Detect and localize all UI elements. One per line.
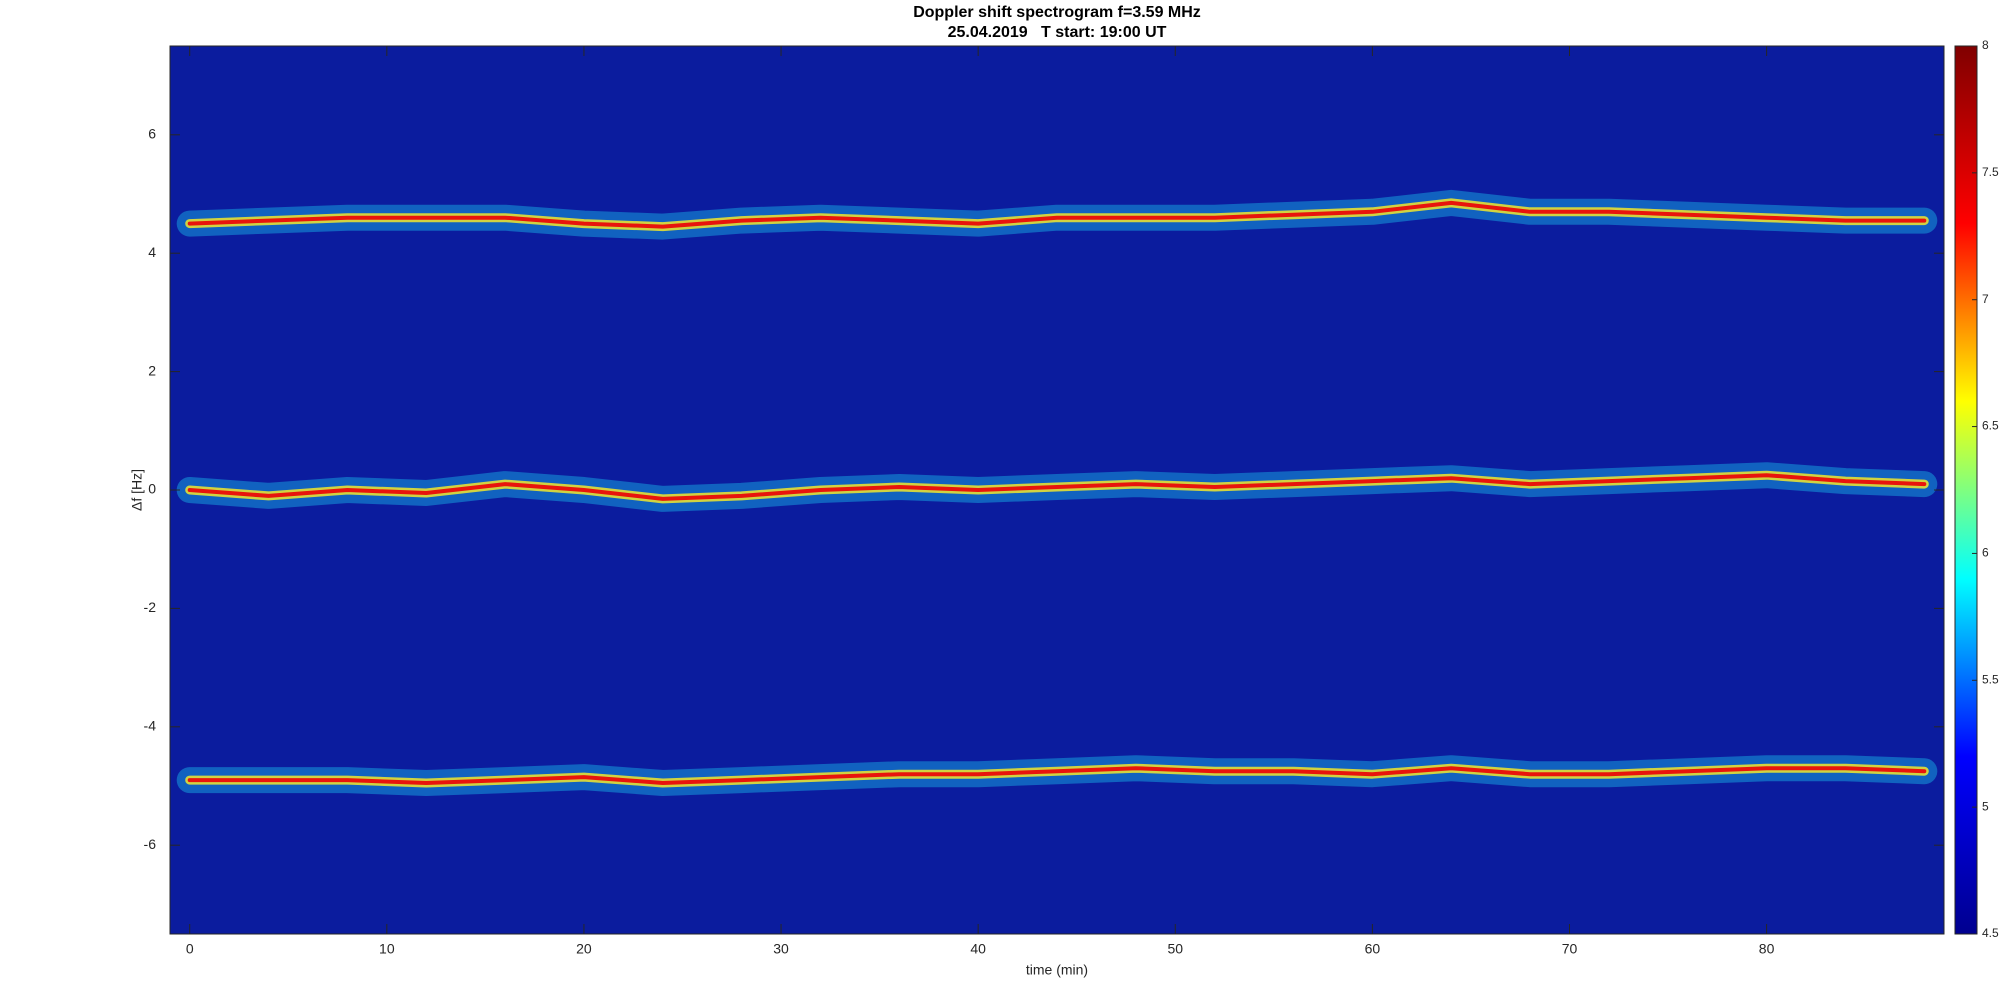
colorbar-tick-label: 4.5 [1982,926,1999,940]
x-tick-label: 80 [1759,941,1775,957]
x-tick-label: 10 [379,941,395,957]
y-tick-label: 4 [148,244,156,260]
chart-subtitle: 25.04.2019 T start: 19:00 UT [948,24,1167,41]
y-tick-label: -2 [144,599,157,615]
y-tick-label: -4 [144,718,157,734]
colorbar-tick-label: 6 [1982,546,1989,560]
y-tick-label: 0 [148,481,156,497]
x-axis-label: time (min) [1026,962,1088,978]
x-tick-label: 20 [576,941,592,957]
y-axis-label: Δf [Hz] [129,469,145,511]
x-tick-label: 70 [1562,941,1578,957]
colorbar-tick-label: 6.5 [1982,419,1999,433]
colorbar-tick-label: 7.5 [1982,165,1999,179]
chart-title: Doppler shift spectrogram f=3.59 MHz [913,4,1201,21]
trace [187,200,1927,229]
colorbar-tick-label: 8 [1982,38,1989,52]
colorbar-tick-label: 5.5 [1982,672,1999,686]
x-tick-label: 60 [1365,941,1381,957]
y-tick-label: -6 [144,836,157,852]
x-tick-label: 40 [970,941,986,957]
x-tick-label: 0 [186,941,194,957]
colorbar [1954,45,1978,935]
y-tick-label: 6 [148,126,156,142]
x-tick-label: 50 [1167,941,1183,957]
colorbar-tick-label: 5 [1982,799,1989,813]
y-tick-label: 2 [148,362,156,378]
trace [187,473,1927,501]
trace [187,766,1927,785]
colorbar-tick-label: 7 [1982,292,1989,306]
x-tick-label: 30 [773,941,789,957]
